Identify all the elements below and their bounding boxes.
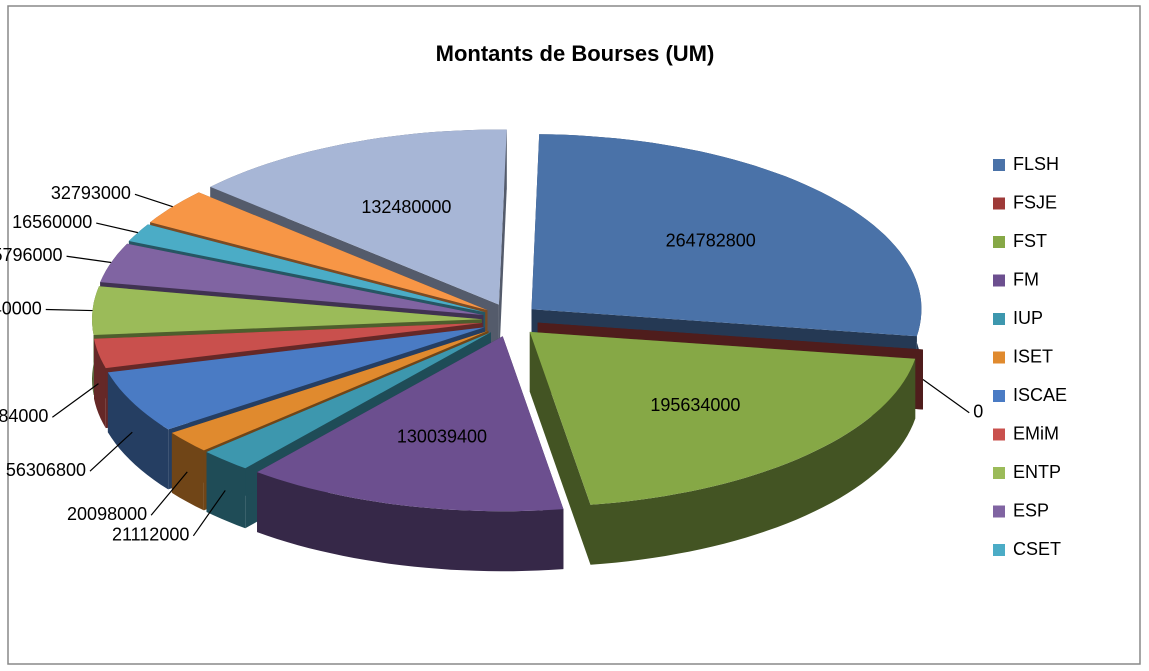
data-label: 264782800: [666, 230, 756, 250]
slice-side: [171, 432, 204, 511]
legend-label: FLSH: [1013, 154, 1059, 174]
leader-line: [89, 431, 133, 472]
legend-label: CSET: [1013, 539, 1061, 559]
legend-swatch: [993, 505, 1005, 518]
data-label: 56306800: [6, 460, 86, 480]
slice: [107, 327, 485, 430]
legend-label: EMiM: [1013, 423, 1059, 443]
slice: [257, 336, 564, 512]
legend-label: IUP: [1013, 308, 1043, 328]
legend-swatch: [993, 274, 1005, 287]
legend-swatch: [993, 236, 1005, 248]
legend-swatch: [993, 390, 1005, 402]
legend-label: FST: [1013, 231, 1047, 251]
slice: [100, 243, 484, 315]
slice-side: [206, 452, 246, 529]
legend-label: ENTP: [1013, 462, 1061, 482]
data-label: 26484000: [0, 406, 48, 426]
legend-swatch: [993, 351, 1005, 364]
leader-line: [134, 193, 173, 208]
legend-label: FSJE: [1013, 192, 1057, 212]
legend-label: FM: [1013, 269, 1039, 289]
data-label: 43440000: [0, 298, 42, 318]
legend-label: ESP: [1013, 500, 1049, 520]
slice-side: [257, 472, 564, 572]
legend-swatch: [993, 467, 1005, 479]
leader-line: [45, 308, 93, 312]
leader-line: [922, 379, 970, 414]
slice: [94, 322, 483, 369]
leader-line: [52, 383, 99, 418]
data-label: 16560000: [12, 212, 92, 232]
legend-label: ISCAE: [1013, 385, 1067, 405]
leader-line: [192, 490, 226, 537]
slice: [537, 322, 923, 350]
leader-line: [150, 471, 188, 516]
slice: [128, 224, 486, 313]
legend-swatch: [993, 428, 1005, 441]
slice: [529, 331, 916, 505]
data-label: 130039400: [397, 426, 487, 446]
data-label: 21112000: [112, 525, 189, 545]
slice: [531, 134, 922, 337]
slice: [210, 129, 507, 305]
slice-side: [529, 331, 591, 565]
data-label: 32793000: [51, 183, 131, 203]
data-label: 35796000: [0, 245, 63, 265]
data-label: 0: [973, 402, 983, 422]
slice: [92, 286, 482, 335]
data-label: 20098000: [67, 504, 147, 524]
slice-side: [107, 372, 169, 490]
legend-label: ISET: [1013, 346, 1053, 366]
chart-title: Montants de Bourses (UM): [436, 41, 715, 66]
slice-side: [590, 358, 916, 565]
leader-line: [66, 255, 112, 264]
slice-side: [94, 338, 106, 429]
legend-swatch: [993, 544, 1005, 556]
legend-swatch: [993, 159, 1005, 171]
slice: [171, 330, 489, 451]
data-label: 195634000: [650, 395, 740, 415]
legend-swatch: [993, 197, 1005, 210]
data-label: 132480000: [361, 197, 451, 217]
slice: [150, 192, 488, 311]
leader-line: [96, 222, 139, 234]
slice: [206, 332, 491, 469]
legend-swatch: [993, 313, 1005, 325]
